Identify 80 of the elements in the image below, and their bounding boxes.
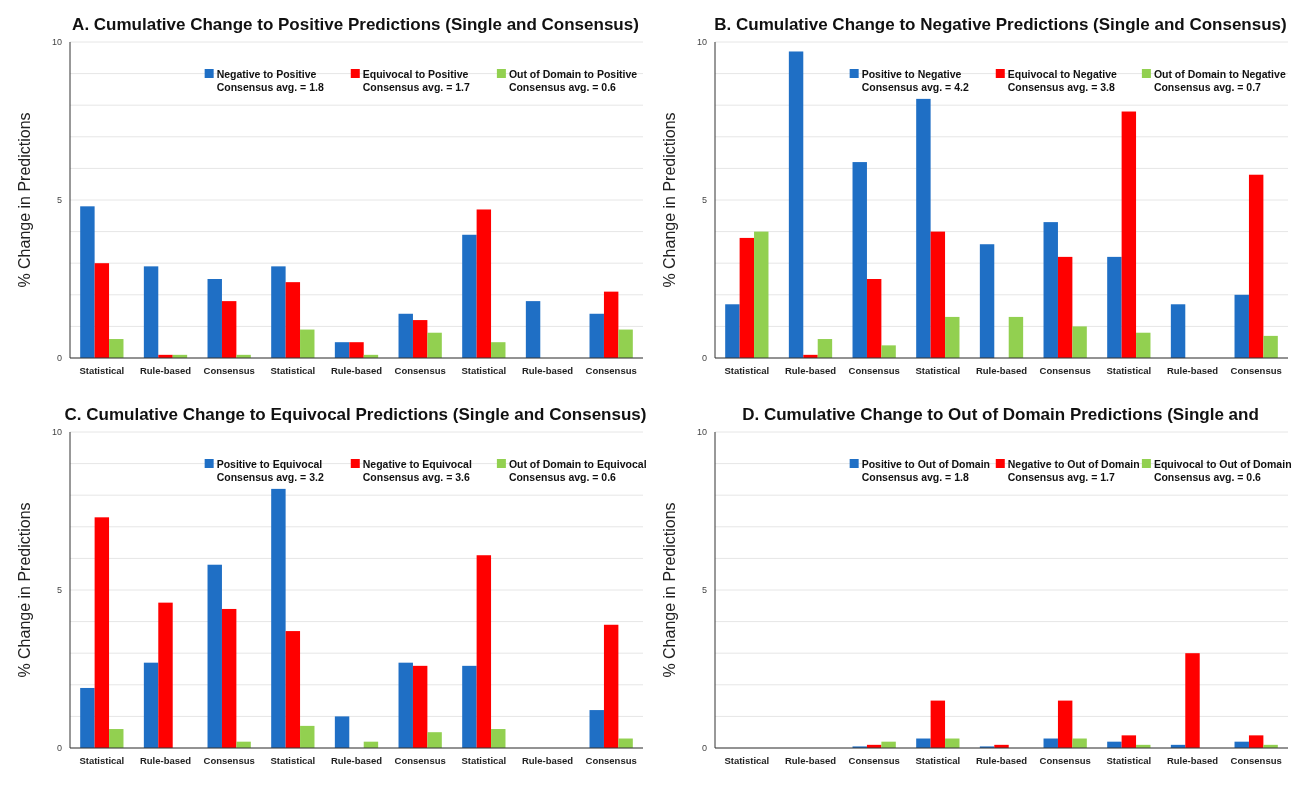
annotation: Consensus avg. = 0.6	[508, 471, 617, 483]
annotation: Consensus avg. = 1.8	[861, 471, 969, 483]
annotation: Consensus avg. = 0.6	[508, 81, 617, 93]
x-tick-label: Rule-based	[975, 755, 1028, 766]
legend-label: Out of Domain to Negative	[1153, 68, 1286, 80]
x-tick-label: Consensus	[1230, 755, 1282, 766]
x-tick-label: Rule-based	[139, 755, 192, 766]
x-tick-label: Consensus	[848, 755, 900, 766]
annotation: Consensus avg. = 0.6	[1153, 471, 1262, 483]
x-tick-label: Rule-based	[521, 365, 574, 376]
y-axis-title: % Change in Predictions	[16, 502, 33, 678]
x-tick-label: Statistical	[270, 755, 316, 766]
x-tick-label: Statistical	[270, 365, 316, 376]
x-tick-label: Rule-based	[1166, 755, 1219, 766]
annotation: Consensus avg. = 1.8	[216, 81, 324, 93]
y-tick-label: 0	[56, 743, 62, 754]
chart-title: D. Cumulative Change to Out of Domain Predictions (Single and	[742, 405, 1259, 424]
x-tick-label: Statistical	[1106, 365, 1152, 376]
y-tick-label: 10	[696, 37, 707, 48]
legend-label: Positive to Out of Domain	[861, 458, 990, 470]
legend-label: Negative to Positive	[216, 68, 317, 80]
x-tick-label: Consensus	[1230, 365, 1282, 376]
x-tick-label: Consensus	[394, 365, 446, 376]
legend-label: Out of Domain to Equivocal	[508, 458, 647, 470]
x-tick-label: Consensus	[1039, 365, 1091, 376]
y-tick-label: 10	[51, 37, 62, 48]
x-tick-label: Consensus	[1039, 755, 1091, 766]
y-tick-label: 10	[696, 427, 707, 438]
x-tick-label: Consensus	[203, 365, 255, 376]
x-tick-label: Rule-based	[330, 755, 383, 766]
x-tick-label: Rule-based	[1166, 365, 1219, 376]
x-tick-label: Statistical	[79, 365, 125, 376]
annotation: Consensus avg. = 4.2	[861, 81, 969, 93]
legend-label: Equivocal to Out of Domain	[1153, 458, 1292, 470]
annotation: Consensus avg. = 3.2	[216, 471, 324, 483]
x-tick-label: Rule-based	[521, 755, 574, 766]
y-tick-label: 10	[51, 427, 62, 438]
y-tick-label: 5	[56, 195, 62, 206]
x-tick-label: Consensus	[585, 755, 637, 766]
y-tick-label: 5	[701, 195, 707, 206]
y-axis-title: % Change in Predictions	[16, 112, 33, 288]
y-tick-label: 0	[56, 353, 62, 364]
x-tick-label: Consensus	[203, 755, 255, 766]
chart-title: C. Cumulative Change to Equivocal Predictions (Single and Consensus)	[64, 405, 647, 424]
y-tick-label: 0	[701, 743, 707, 754]
y-tick-label: 5	[56, 585, 62, 596]
x-tick-label: Rule-based	[784, 365, 837, 376]
y-axis-title: % Change in Predictions	[661, 502, 678, 678]
legend-label: Positive to Equivocal	[216, 458, 323, 470]
x-tick-label: Consensus	[394, 755, 446, 766]
x-tick-label: Rule-based	[139, 365, 192, 376]
chart-title: A. Cumulative Change to Positive Predictions (Single and Consensus)	[72, 15, 639, 34]
x-tick-label: Statistical	[1106, 755, 1152, 766]
annotation: Consensus avg. = 0.7	[1153, 81, 1262, 93]
x-tick-label: Consensus	[848, 365, 900, 376]
x-tick-label: Rule-based	[784, 755, 837, 766]
x-tick-label: Statistical	[724, 755, 770, 766]
legend-label: Out of Domain to Positive	[508, 68, 638, 80]
legend-label: Negative to Equivocal	[362, 458, 472, 470]
legend-label: Negative to Out of Domain	[1007, 458, 1140, 470]
y-tick-label: 0	[701, 353, 707, 364]
x-tick-label: Statistical	[724, 365, 770, 376]
legend-label: Positive to Negative	[861, 68, 962, 80]
x-tick-label: Rule-based	[330, 365, 383, 376]
chart-title: B. Cumulative Change to Negative Predictions (Single and Consensus)	[714, 15, 1287, 34]
annotation: Consensus avg. = 3.8	[1007, 81, 1116, 93]
y-axis-title: % Change in Predictions	[661, 112, 678, 288]
x-tick-label: Statistical	[79, 755, 125, 766]
legend-label: Equivocal to Negative	[1007, 68, 1118, 80]
x-tick-label: Statistical	[915, 365, 961, 376]
x-tick-label: Statistical	[461, 755, 507, 766]
annotation: Consensus avg. = 3.6	[362, 471, 471, 483]
x-tick-label: Rule-based	[975, 365, 1028, 376]
legend-label: Equivocal to Positive	[362, 68, 469, 80]
annotation: Consensus avg. = 1.7	[1007, 471, 1116, 483]
x-tick-label: Statistical	[915, 755, 961, 766]
x-tick-label: Consensus	[585, 365, 637, 376]
annotation: Consensus avg. = 1.7	[362, 81, 471, 93]
x-tick-label: Statistical	[461, 365, 507, 376]
y-tick-label: 5	[701, 585, 707, 596]
